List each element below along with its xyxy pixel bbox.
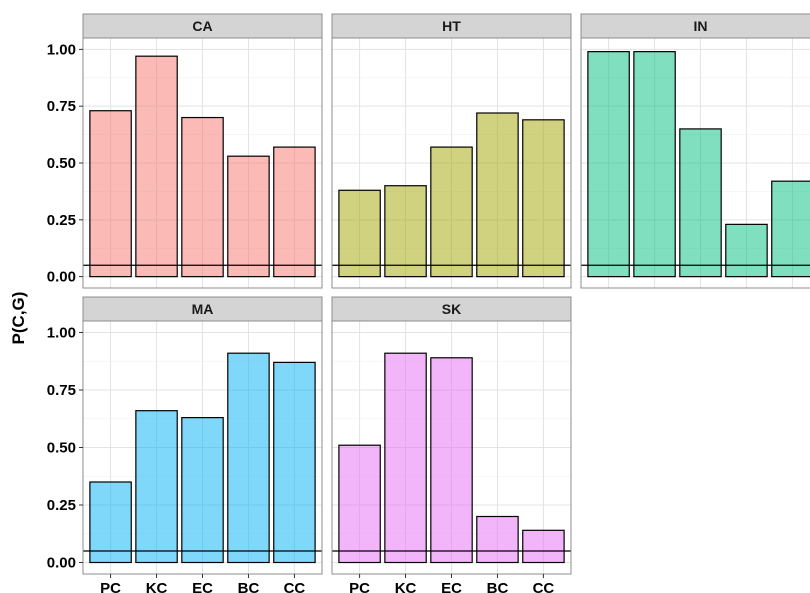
- bar-sk-kc: [384, 352, 427, 564]
- y-tick-label: 0.00: [47, 269, 76, 286]
- y-axis-title: P(C,G): [9, 292, 28, 345]
- x-tick-label: BC: [487, 580, 509, 593]
- panel-border: [331, 37, 572, 289]
- y-tick-label: 0.50: [47, 155, 76, 172]
- facet-strip: [82, 13, 323, 39]
- bar-ma-ec: [181, 417, 224, 564]
- bar-in-kc: [633, 51, 676, 278]
- bar-ca-pc: [89, 110, 132, 278]
- facet-ca: CA 0.00 0.25 0.50 0.75 1.00: [47, 13, 323, 289]
- x-tick-label: KC: [395, 580, 417, 593]
- y-tick-label: 0.25: [47, 497, 76, 514]
- y-tick-label: 0.00: [47, 555, 76, 572]
- facet-ma: MA 0.00 0.25 0.50 0.75 1.00 PC KC EC BC CC: [47, 296, 323, 593]
- bar-ca-ec: [181, 116, 224, 278]
- bar-in-cc: [771, 180, 810, 278]
- facet-strip-label: CA: [192, 18, 212, 34]
- facet-sk: SK PC KC EC BC CC: [331, 296, 572, 593]
- y-tick-label: 0.75: [47, 98, 76, 115]
- bar-ca-kc: [135, 55, 178, 278]
- bar-ca-bc: [227, 155, 270, 278]
- facet-strip-label: HT: [442, 18, 461, 34]
- facet-strip-label: IN: [694, 18, 708, 34]
- facet-ht: HT: [331, 13, 572, 289]
- x-tick-label: BC: [238, 580, 260, 593]
- x-tick-label: PC: [100, 580, 121, 593]
- bar-ma-bc: [227, 352, 270, 564]
- bar-in-ec: [679, 128, 722, 278]
- bar-ht-bc: [476, 112, 519, 278]
- panel-border: [580, 37, 810, 289]
- bar-ma-cc: [273, 361, 316, 564]
- x-tick-label: PC: [349, 580, 370, 593]
- facet-strip: [331, 13, 572, 39]
- bar-ca-cc: [273, 146, 316, 278]
- bar-in-pc: [587, 51, 630, 278]
- bar-ma-kc: [135, 410, 178, 564]
- bar-sk-ec: [430, 357, 473, 564]
- x-tick-label: CC: [533, 580, 555, 593]
- bar-ht-ec: [430, 146, 473, 278]
- bar-sk-pc: [338, 444, 381, 564]
- facet-strip-label: SK: [442, 301, 461, 317]
- bar-sk-bc: [476, 515, 519, 564]
- facet-strip: [331, 296, 572, 322]
- bar-ht-kc: [384, 185, 427, 278]
- y-tick-label: 0.75: [47, 382, 76, 399]
- facet-strip-label: MA: [192, 301, 214, 317]
- x-tick-label: EC: [441, 580, 462, 593]
- facet-in: IN: [580, 13, 810, 289]
- y-tick-label: 0.50: [47, 440, 76, 457]
- x-tick-label: EC: [192, 580, 213, 593]
- y-tick-label: 1.00: [47, 325, 76, 342]
- facet-strip: [82, 296, 323, 322]
- y-tick-label: 1.00: [47, 41, 76, 58]
- x-tick-label: KC: [146, 580, 168, 593]
- bar-sk-cc: [522, 529, 565, 564]
- bar-ht-pc: [338, 189, 381, 278]
- bar-in-bc: [725, 223, 768, 278]
- x-tick-label: CC: [284, 580, 306, 593]
- y-tick-label: 0.25: [47, 212, 76, 229]
- bar-ma-pc: [89, 481, 132, 564]
- bar-ht-cc: [522, 119, 565, 278]
